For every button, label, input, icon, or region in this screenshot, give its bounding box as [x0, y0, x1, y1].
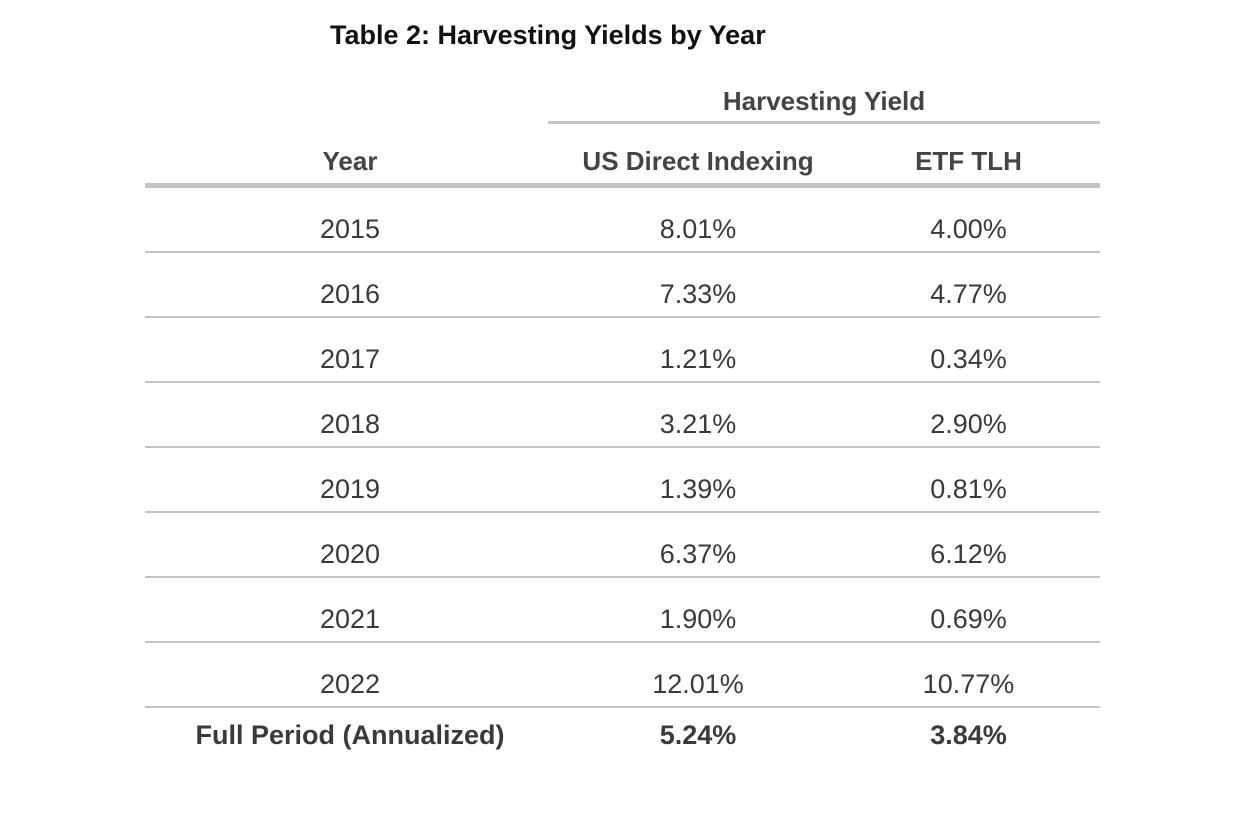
us-direct-indexing-cell: 7.33% — [659, 279, 737, 309]
us-direct-indexing-cell: 1.39% — [659, 474, 737, 504]
summary-row: Full Period (Annualized) 5.24% 3.84% — [145, 708, 1100, 758]
us-direct-indexing-cell: 1.90% — [659, 604, 737, 634]
year-cell: 2020 — [319, 539, 381, 569]
table-row: 2021 1.90% 0.69% — [145, 578, 1100, 643]
etf-tlh-cell: 10.77% — [922, 669, 1015, 699]
year-cell: 2016 — [319, 279, 381, 309]
us-direct-indexing-cell: 12.01% — [652, 669, 744, 699]
year-cell: 2021 — [319, 604, 381, 634]
summary-etf-tlh-cell: 3.84% — [930, 720, 1007, 750]
table-row: 2015 8.01% 4.00% — [145, 188, 1100, 253]
header-rule — [145, 183, 1100, 188]
summary-label: Full Period (Annualized) — [195, 720, 505, 750]
etf-tlh-cell: 4.77% — [930, 279, 1007, 309]
etf-tlh-cell: 2.90% — [930, 409, 1007, 439]
table-row: 2017 1.21% 0.34% — [145, 318, 1100, 383]
table-row: 2020 6.37% 6.12% — [145, 513, 1100, 578]
table-row: 2022 12.01% 10.77% — [145, 643, 1100, 708]
year-cell: 2019 — [319, 474, 381, 504]
column-header-etf-tlh: ETF TLH — [915, 146, 1022, 176]
year-cell: 2017 — [319, 344, 381, 374]
etf-tlh-cell: 0.34% — [930, 344, 1007, 374]
table-title: Table 2: Harvesting Yields by Year — [330, 20, 766, 50]
table-row: 2019 1.39% 0.81% — [145, 448, 1100, 513]
table-row: 2018 3.21% 2.90% — [145, 383, 1100, 448]
year-cell: 2022 — [319, 669, 381, 699]
table-header-row: Year US Direct Indexing ETF TLH — [145, 140, 1100, 184]
year-cell: 2018 — [319, 409, 381, 439]
column-group-rule — [548, 121, 1100, 124]
table-row: 2016 7.33% 4.77% — [145, 253, 1100, 318]
us-direct-indexing-cell: 3.21% — [659, 409, 737, 439]
column-header-year: Year — [322, 146, 378, 176]
us-direct-indexing-cell: 6.37% — [659, 539, 737, 569]
etf-tlh-cell: 0.81% — [930, 474, 1007, 504]
etf-tlh-cell: 4.00% — [930, 214, 1007, 244]
column-group-label: Harvesting Yield — [722, 86, 926, 116]
table-body: 2015 8.01% 4.00% 2016 7.33% 4.77% 2017 1… — [145, 188, 1100, 708]
column-header-us-direct-indexing: US Direct Indexing — [582, 146, 814, 176]
etf-tlh-cell: 0.69% — [930, 604, 1007, 634]
us-direct-indexing-cell: 8.01% — [659, 214, 737, 244]
us-direct-indexing-cell: 1.21% — [659, 344, 737, 374]
etf-tlh-cell: 6.12% — [930, 539, 1007, 569]
summary-us-direct-indexing-cell: 5.24% — [659, 720, 737, 750]
year-cell: 2015 — [319, 214, 381, 244]
